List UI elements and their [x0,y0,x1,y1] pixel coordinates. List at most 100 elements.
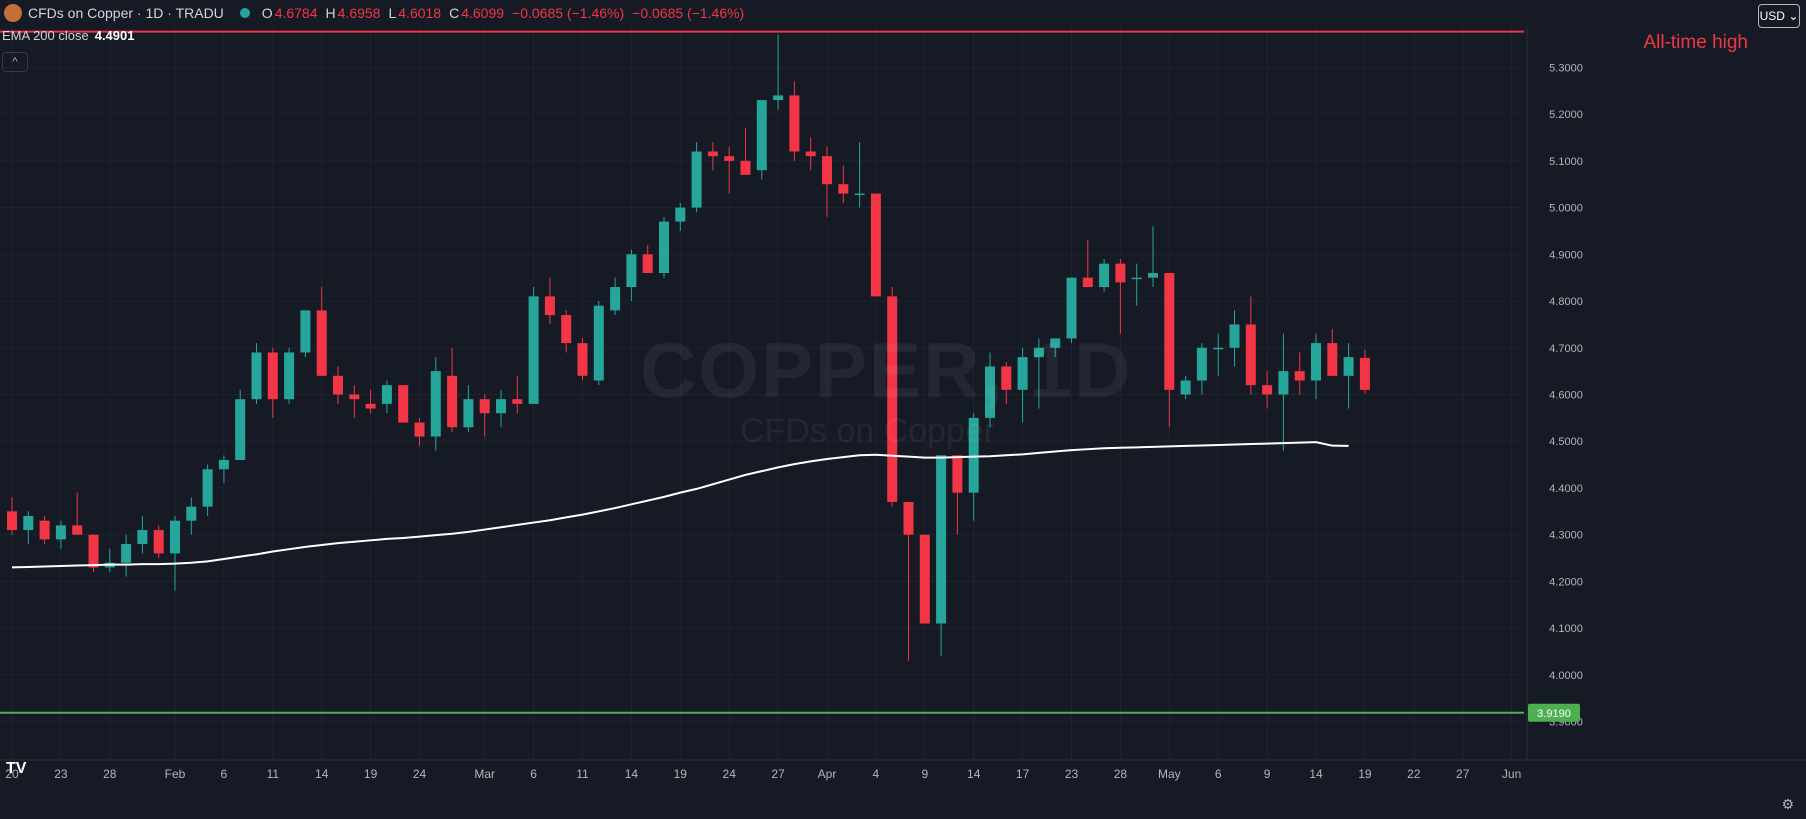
candle [1213,333,1224,376]
candle [593,301,604,386]
candle-body-down [479,399,490,414]
candle [398,385,409,423]
candle-body-up [1278,371,1289,395]
candle [1148,226,1158,288]
candle [740,128,751,175]
candle-body-up [496,399,506,414]
collapse-legend-button[interactable]: ^ [2,52,28,72]
change-value-2: −0.0685 (−1.46%) [632,5,745,21]
candle-body-up [626,254,637,288]
time-tick-label: 27 [771,767,785,781]
candle-body-down [365,403,376,409]
candle [88,534,99,573]
time-tick-label: 6 [530,767,537,781]
candle [903,501,914,661]
price-tick-label: 5.0000 [1549,203,1583,215]
candle [1294,352,1305,395]
time-tick-label: 20 [5,767,19,781]
candle-body-up [1343,357,1354,376]
candle-body-up [985,366,995,418]
tradingview-logo[interactable]: TV [6,760,27,777]
time-tick-label: 27 [1456,767,1470,781]
candle [1180,375,1191,400]
candle [1066,277,1077,344]
candle [235,389,246,460]
candle-body-down [838,184,849,194]
candle [675,202,686,231]
candle-body-down [39,520,50,540]
price-tick-label: 5.3000 [1549,62,1583,74]
candle [479,394,490,437]
candle [316,287,327,376]
candle-body-up [1131,277,1142,280]
time-tick-label: 11 [576,767,589,781]
candle [1115,258,1126,334]
candle [430,357,441,451]
time-tick-label: 28 [1114,767,1128,781]
candle [300,310,311,358]
candle [202,464,213,517]
candle [626,249,637,302]
change-value: −0.0685 (−1.46%) [512,5,625,21]
candle-body-down [740,160,751,175]
candle [496,389,506,428]
candle [659,216,669,278]
candle [7,497,17,535]
candle-body-up [218,459,229,470]
price-tick-label: 4.4000 [1549,483,1583,495]
price-tick-label: 4.9000 [1549,249,1583,261]
candle [137,516,148,554]
candle [153,525,164,559]
time-tick-label: 14 [315,767,329,781]
candle-body-up [968,417,979,493]
ema-legend[interactable]: EMA 200 close 4.4901 [2,28,134,43]
candle [805,137,816,171]
candle [381,380,392,414]
candle-body-down [267,352,278,400]
candle-body-up [756,100,767,171]
candle-body-down [1082,277,1093,288]
candle-body-up [137,530,148,545]
candle-body-down [561,315,572,344]
price-tick-label: 5.1000 [1549,156,1583,168]
candle-body-down [887,296,898,502]
candle-body-down [789,95,800,152]
open-value: 4.6784 [274,5,318,21]
candle-body-up [235,399,246,460]
chevron-up-icon: ^ [12,56,18,68]
candle [1196,343,1207,395]
candle-body-down [1294,371,1305,381]
candle-body-up [1017,357,1028,390]
candle-body-down [805,151,816,157]
candle-body-down [316,310,327,376]
candle-body-down [153,530,164,554]
candle-body-up [675,207,686,222]
candle-body-down [1327,343,1338,376]
watermark-symbol: COPPER, 1D [640,326,1133,414]
close-value: 4.6099 [461,5,505,21]
candle [1229,310,1240,367]
candle-body-down [952,455,963,493]
candle [1327,329,1338,376]
high-label: H [325,5,336,21]
time-tick-label: 19 [674,767,688,781]
symbol-title[interactable]: CFDs on Copper · 1D · TRADU [28,5,224,21]
candle [218,455,229,484]
candle-body-down [72,525,83,535]
candle-body-up [23,516,34,531]
price-marker-label: 3.9190 [1537,708,1571,720]
chevron-down-icon: ⌄ [1788,9,1799,23]
time-tick-label: May [1158,767,1181,781]
candle [1164,273,1175,428]
candle-body-down [7,511,17,531]
currency-selector[interactable]: USD ⌄ [1758,4,1800,28]
gear-icon[interactable]: ⚙ [1781,796,1794,812]
candle-body-up [251,352,262,400]
candle [170,516,180,591]
price-tick-label: 4.2000 [1549,576,1583,588]
candle [1278,333,1289,451]
candle [707,142,718,171]
all-time-high-label: All-time high [1643,32,1748,53]
